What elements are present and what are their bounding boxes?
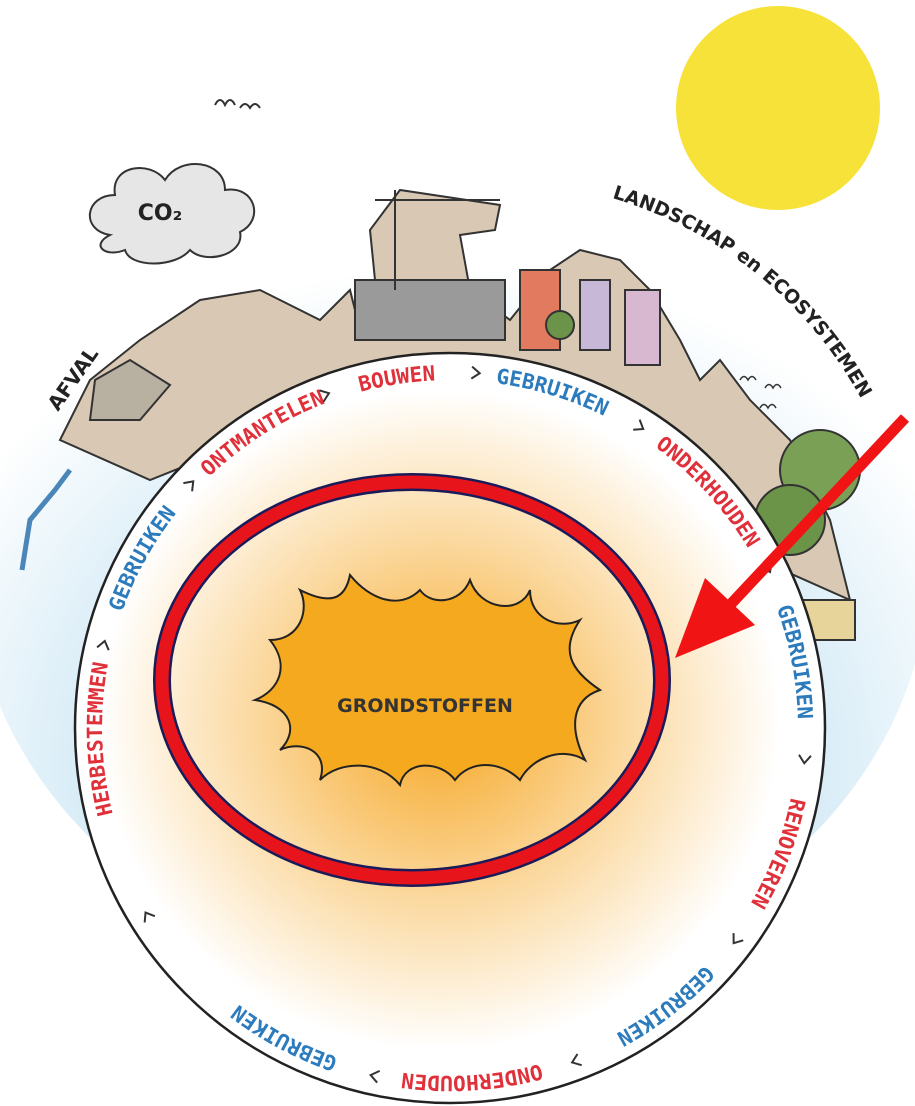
illustration: CO₂ AFVAL LANDSCHAP en ECOSYSTEMEN HERBE…: [0, 0, 915, 1106]
center-label: GRONDSTOFFEN: [337, 695, 513, 717]
birds: [215, 100, 260, 108]
sun: [676, 6, 880, 210]
co2-label: CO₂: [138, 201, 182, 226]
